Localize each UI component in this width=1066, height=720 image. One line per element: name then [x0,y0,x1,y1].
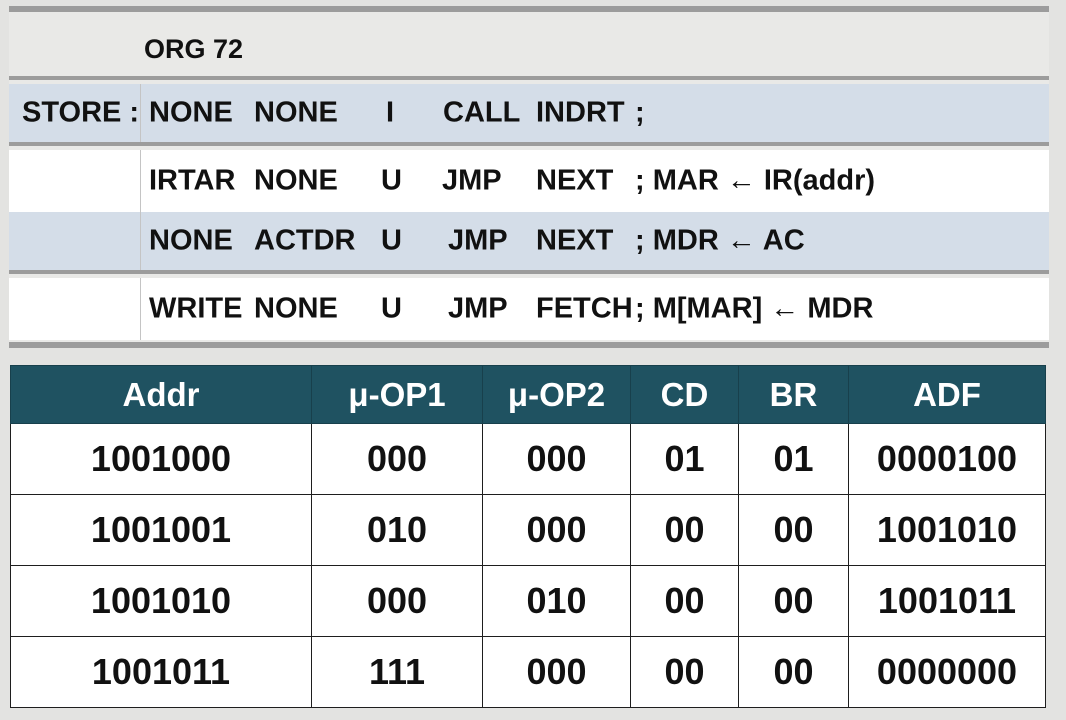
br-cell: 00 [738,636,849,708]
column-header-adf: ADF [848,365,1046,424]
cd-field: I [386,96,395,129]
binary-microcode-table: Addr μ-OP1 μ-OP2 CD BR ADF 1001000 000 0… [10,365,1046,708]
cd-field: U [381,292,402,325]
label-cell [9,150,141,212]
cd-cell: 01 [630,423,739,495]
adf-cell: 1001010 [848,494,1046,566]
br-field: JMP [448,224,508,257]
op1-field: NONE [149,224,233,257]
op1-field: IRTAR [149,164,236,197]
uop2-cell: 000 [482,636,631,708]
br-field: JMP [448,292,508,325]
column-header-cd: CD [630,365,739,424]
ad-field: INDRT [536,96,625,129]
comment-field: ; [635,96,645,129]
op2-field: NONE [254,164,338,197]
uop1-cell: 000 [311,565,483,637]
cd-field: U [381,164,402,197]
ad-field: NEXT [536,224,614,257]
org-directive: ORG 72 [144,34,244,64]
br-cell: 01 [738,423,849,495]
adf-cell: 0000000 [848,636,1046,708]
uop1-cell: 111 [311,636,483,708]
listing-row: NONE ACTDR U JMP NEXT ; MDR ← AC [9,212,1049,274]
table-row: 1001010 000 010 00 00 1001011 [10,565,1046,637]
addr-cell: 1001011 [10,636,312,708]
br-cell: 00 [738,494,849,566]
microprogram-listing: ORG 72 STORE : NONE NONE I CALL INDRT ; … [9,6,1049,348]
uop1-cell: 010 [311,494,483,566]
adf-cell: 0000100 [848,423,1046,495]
uop2-cell: 000 [482,494,631,566]
label-cell: STORE : [9,84,141,142]
op1-field: NONE [149,96,233,129]
column-header-uop2: μ-OP2 [482,365,631,424]
cd-cell: 00 [630,636,739,708]
header-row: Addr μ-OP1 μ-OP2 CD BR ADF [10,365,1046,424]
op2-field: ACTDR [254,224,356,257]
br-field: JMP [442,164,502,197]
cd-cell: 00 [630,565,739,637]
listing-row: WRITE NONE U JMP FETCH ; M[MAR] ← MDR [9,278,1049,340]
cd-cell: 00 [630,494,739,566]
label-cell [9,278,141,340]
listing-row: IRTAR NONE U JMP NEXT ; MAR ← IR(addr) [9,150,1049,212]
comment-field: ; MDR ← AC [635,224,805,257]
routine-label: STORE : [22,96,140,129]
addr-cell: 1001001 [10,494,312,566]
org-directive-row: ORG 72 [9,12,1049,80]
br-cell: 00 [738,565,849,637]
table-row: 1001001 010 000 00 00 1001010 [10,494,1046,566]
cd-field: U [381,224,402,257]
uop1-cell: 000 [311,423,483,495]
table-row: 1001011 111 000 00 00 0000000 [10,636,1046,708]
br-field: CALL [443,96,521,129]
column-header-uop1: μ-OP1 [311,365,483,424]
adf-cell: 1001011 [848,565,1046,637]
addr-cell: 1001000 [10,423,312,495]
listing-row: STORE : NONE NONE I CALL INDRT ; [9,84,1049,146]
label-cell [9,212,141,270]
addr-cell: 1001010 [10,565,312,637]
op2-field: NONE [254,96,338,129]
column-header-addr: Addr [10,365,312,424]
table-row: 1001000 000 000 01 01 0000100 [10,423,1046,495]
column-header-br: BR [738,365,849,424]
ad-field: FETCH [536,292,633,325]
op1-field: WRITE [149,292,243,325]
comment-field: ; MAR ← IR(addr) [635,164,876,197]
uop2-cell: 010 [482,565,631,637]
ad-field: NEXT [536,164,614,197]
uop2-cell: 000 [482,423,631,495]
op2-field: NONE [254,292,338,325]
comment-field: ; M[MAR] ← MDR [635,292,874,325]
